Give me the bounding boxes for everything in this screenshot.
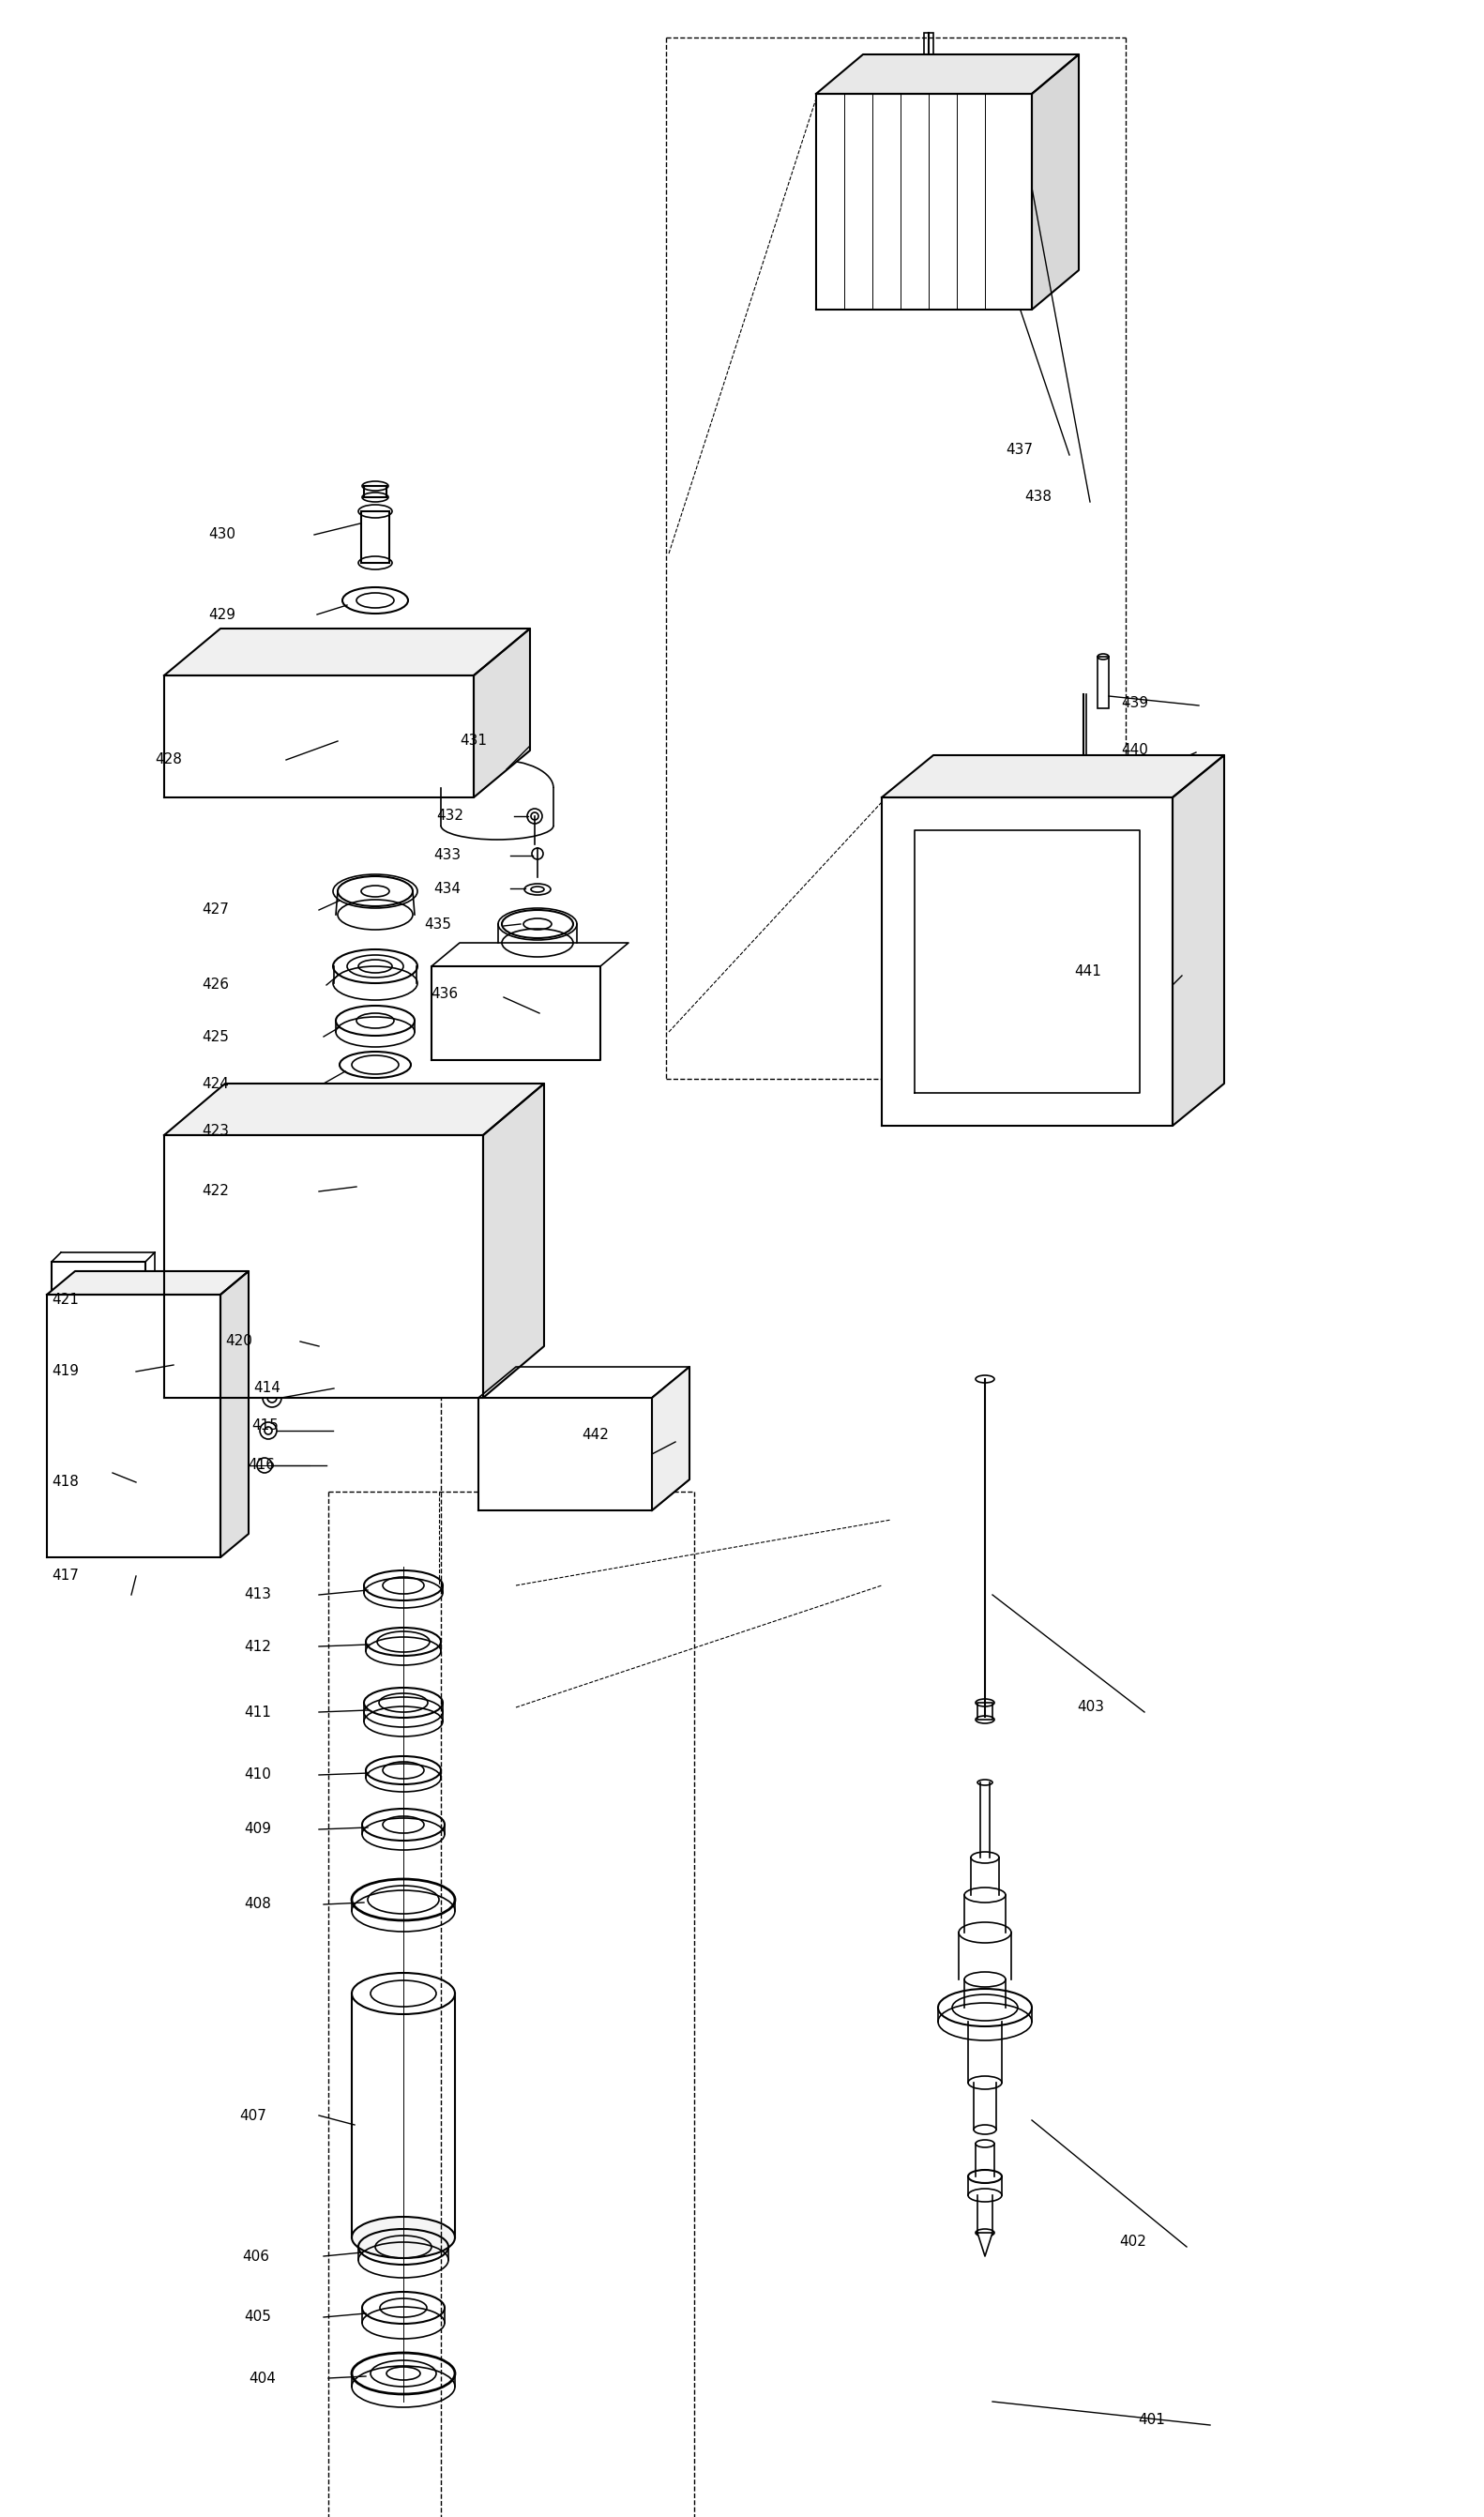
Bar — [126, 1420, 150, 1435]
Text: 438: 438 — [1024, 491, 1052, 503]
Text: 439: 439 — [1120, 697, 1149, 710]
Polygon shape — [914, 831, 1140, 1092]
Text: 423: 423 — [202, 1123, 229, 1138]
Text: 410: 410 — [243, 1767, 272, 1782]
Text: 403: 403 — [1077, 1701, 1104, 1714]
Text: 433: 433 — [433, 848, 460, 863]
Bar — [1098, 657, 1109, 707]
Text: 442: 442 — [582, 1427, 608, 1442]
Text: 404: 404 — [249, 2371, 276, 2386]
Polygon shape — [165, 675, 473, 798]
Circle shape — [433, 737, 439, 745]
Polygon shape — [165, 1082, 545, 1135]
Bar — [93, 1420, 117, 1435]
Text: 432: 432 — [436, 808, 463, 823]
Text: 402: 402 — [1119, 2235, 1146, 2250]
Text: 416: 416 — [248, 1457, 275, 1472]
Bar — [126, 1392, 150, 1410]
Circle shape — [462, 737, 467, 745]
Bar — [93, 1392, 117, 1410]
Polygon shape — [484, 1082, 545, 1397]
Circle shape — [462, 720, 467, 725]
Polygon shape — [816, 55, 1079, 93]
Text: 411: 411 — [243, 1704, 272, 1719]
Text: 412: 412 — [243, 1639, 272, 1654]
Bar — [978, 1701, 993, 1719]
Text: 415: 415 — [251, 1420, 279, 1432]
Polygon shape — [432, 967, 601, 1060]
Text: 414: 414 — [254, 1382, 280, 1394]
Circle shape — [448, 737, 453, 745]
Text: 431: 431 — [460, 735, 487, 748]
Polygon shape — [978, 2233, 993, 2255]
Polygon shape — [1172, 755, 1224, 1125]
Text: 426: 426 — [202, 979, 229, 992]
Circle shape — [475, 737, 481, 745]
Text: 413: 413 — [243, 1588, 272, 1601]
Text: 417: 417 — [52, 1568, 79, 1583]
Text: 409: 409 — [243, 1822, 272, 1837]
Polygon shape — [478, 1397, 651, 1510]
Bar — [516, 1233, 539, 1256]
Polygon shape — [881, 798, 1172, 1125]
Bar — [61, 1392, 85, 1410]
Circle shape — [475, 720, 481, 725]
Polygon shape — [816, 93, 1031, 310]
Polygon shape — [1031, 55, 1079, 310]
Polygon shape — [651, 1367, 690, 1510]
Bar — [61, 1420, 85, 1435]
Text: 422: 422 — [202, 1186, 229, 1198]
Text: 405: 405 — [243, 2311, 272, 2323]
Polygon shape — [881, 755, 1224, 798]
Text: 429: 429 — [208, 607, 236, 622]
Circle shape — [462, 700, 467, 707]
Polygon shape — [47, 1271, 249, 1294]
Text: 418: 418 — [52, 1475, 79, 1490]
Bar — [61, 1319, 174, 1369]
Bar — [361, 511, 389, 564]
Text: 425: 425 — [202, 1029, 229, 1045]
Text: 428: 428 — [154, 753, 183, 768]
Circle shape — [433, 700, 439, 707]
Polygon shape — [473, 629, 530, 798]
Bar — [52, 1261, 145, 1309]
Text: 420: 420 — [226, 1334, 252, 1349]
Text: 435: 435 — [424, 916, 451, 931]
Polygon shape — [165, 1135, 484, 1397]
Circle shape — [433, 720, 439, 725]
Circle shape — [448, 720, 453, 725]
Ellipse shape — [352, 2217, 456, 2258]
Polygon shape — [165, 629, 530, 675]
Text: 434: 434 — [433, 881, 460, 896]
Polygon shape — [221, 1271, 249, 1558]
Text: 436: 436 — [430, 987, 459, 1002]
Text: 421: 421 — [52, 1291, 79, 1306]
Text: 427: 427 — [202, 904, 229, 916]
Text: 424: 424 — [202, 1077, 229, 1090]
Text: 407: 407 — [239, 2109, 266, 2122]
Ellipse shape — [340, 1052, 411, 1077]
Bar — [227, 1321, 288, 1329]
Text: 419: 419 — [52, 1364, 79, 1379]
Bar — [183, 1191, 258, 1266]
Text: 440: 440 — [1120, 743, 1149, 758]
Text: 408: 408 — [243, 1898, 272, 1910]
Text: 401: 401 — [1138, 2414, 1165, 2426]
Bar — [221, 1326, 295, 1349]
Text: 437: 437 — [1006, 443, 1033, 458]
Text: 406: 406 — [242, 2250, 269, 2263]
Text: 441: 441 — [1074, 964, 1101, 979]
Circle shape — [448, 700, 453, 707]
Text: 430: 430 — [208, 529, 236, 541]
Bar — [925, 33, 933, 60]
Bar — [364, 486, 386, 498]
Circle shape — [475, 700, 481, 707]
Polygon shape — [47, 1294, 221, 1558]
